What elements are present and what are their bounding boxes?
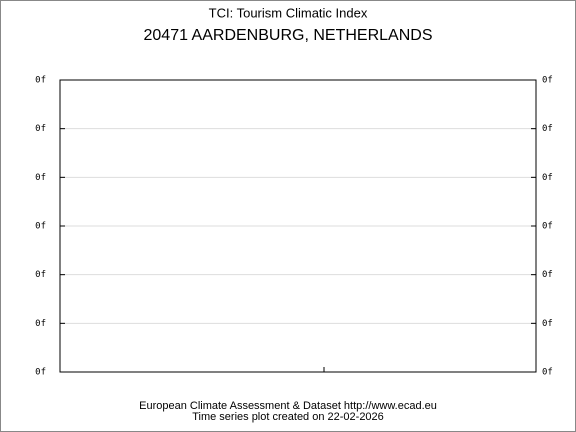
y-tick-label: 0f	[35, 270, 46, 280]
y2-tick-label: 0f	[542, 222, 553, 232]
y2-tick-label: 0f	[542, 76, 553, 86]
y-tick-label: 0f	[35, 319, 46, 329]
plot-area	[59, 79, 537, 373]
y-tick-label: 0f	[35, 368, 46, 378]
y2-tick-label: 0f	[542, 124, 553, 134]
chart-title: TCI: Tourism Climatic Index	[209, 5, 368, 20]
y-tick-label: 0f	[35, 222, 46, 232]
y2-tick-label: 0f	[542, 270, 553, 280]
y2-tick-label: 0f	[542, 319, 553, 329]
footer: European Climate Assessment & Dataset ht…	[139, 400, 437, 412]
footer: Time series plot created on 22-02-2026	[192, 411, 384, 423]
y-tick-label: 0f	[35, 76, 46, 86]
y-tick-label: 0f	[35, 124, 46, 134]
y2-tick-label: 0f	[542, 368, 553, 378]
y-tick-label: 0f	[35, 173, 46, 183]
y2-tick-label: 0f	[542, 173, 553, 183]
chart-subtitle: 20471 AARDENBURG, NETHERLANDS	[144, 27, 433, 44]
